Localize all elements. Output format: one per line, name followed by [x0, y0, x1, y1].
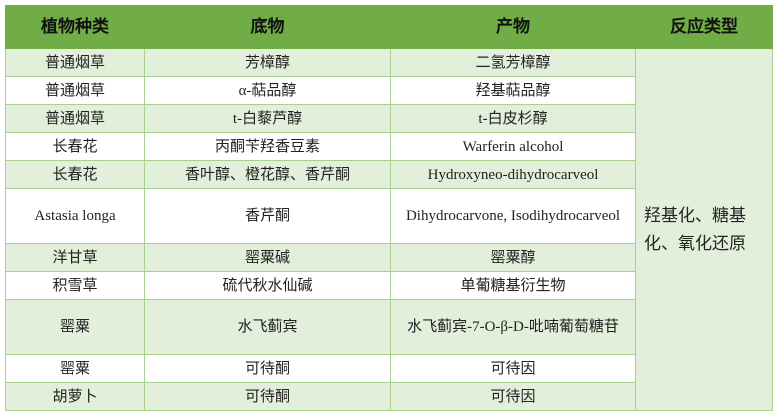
plant-cell: 洋甘草 [5, 243, 145, 272]
plant-cell: 长春花 [5, 132, 145, 161]
product-cell: 可待因 [390, 382, 636, 411]
substrate-cell: 罂粟碱 [144, 243, 391, 272]
product-cell: 罂粟醇 [390, 243, 636, 272]
table-row: 积雪草 硫代秋水仙碱 单葡糖基衍生物 [5, 271, 773, 300]
product-cell: Warferin alcohol [390, 132, 636, 161]
plant-cell: 罂粟 [5, 299, 145, 355]
biotransformation-table: 植物种类 底物 产物 反应类型 普通烟草 芳樟醇 二氢芳樟醇 羟基化、糖基化、氧化还原… [5, 5, 773, 411]
substrate-cell: 香叶醇、橙花醇、香芹酮 [144, 160, 391, 189]
plant-cell: 普通烟草 [5, 76, 145, 105]
substrate-cell: 芳樟醇 [144, 48, 391, 77]
plant-cell: Astasia longa [5, 188, 145, 244]
header-reaction-type: 反应类型 [635, 5, 773, 49]
table-row: 罂粟 水飞蓟宾 水飞蓟宾-7-O-β-D-吡喃葡萄糖苷 [5, 299, 773, 355]
substrate-cell: 丙酮苄羟香豆素 [144, 132, 391, 161]
substrate-cell: 水飞蓟宾 [144, 299, 391, 355]
substrate-cell: 香芹酮 [144, 188, 391, 244]
table-row: Astasia longa 香芹酮 Dihydrocarvone, Isodihyd… [5, 188, 773, 244]
table-row: 罂粟 可待酮 可待因 [5, 354, 773, 383]
header-product: 产物 [390, 5, 636, 49]
plant-cell: 积雪草 [5, 271, 145, 300]
header-substrate: 底物 [144, 5, 391, 49]
product-cell: t-白皮杉醇 [390, 104, 636, 133]
table-row: 普通烟草 芳樟醇 二氢芳樟醇 羟基化、糖基化、氧化还原 [5, 48, 773, 411]
plant-cell: 罂粟 [5, 354, 145, 383]
substrate-cell: t-白藜芦醇 [144, 104, 391, 133]
substrate-cell: 可待酮 [144, 382, 391, 411]
header-plant: 植物种类 [5, 5, 145, 49]
table-row: 长春花 丙酮苄羟香豆素 Warferin alcohol [5, 132, 773, 161]
product-cell: 单葡糖基衍生物 [390, 271, 636, 300]
product-cell: Dihydrocarvone, Isodihydrocarveol [390, 188, 636, 244]
reaction-type-cell: 羟基化、糖基化、氧化还原 [635, 48, 773, 411]
header-row: 植物种类 底物 产物 反应类型 [5, 5, 773, 49]
substrate-cell: 硫代秋水仙碱 [144, 271, 391, 300]
substrate-cell: α-萜品醇 [144, 76, 391, 105]
plant-cell: 长春花 [5, 160, 145, 189]
product-cell: 羟基萜品醇 [390, 76, 636, 105]
plant-cell: 普通烟草 [5, 48, 145, 77]
plant-cell: 普通烟草 [5, 104, 145, 133]
table-row: 长春花 香叶醇、橙花醇、香芹酮 Hydroxyneo-dihydrocarveol [5, 160, 773, 189]
product-cell: 二氢芳樟醇 [390, 48, 636, 77]
table-row: 普通烟草 t-白藜芦醇 t-白皮杉醇 [5, 104, 773, 133]
product-cell: 可待因 [390, 354, 636, 383]
table-row: 胡萝卜 可待酮 可待因 [5, 382, 773, 411]
product-cell: 水飞蓟宾-7-O-β-D-吡喃葡萄糖苷 [390, 299, 636, 355]
table-row: 普通烟草 α-萜品醇 羟基萜品醇 [5, 76, 773, 105]
substrate-cell: 可待酮 [144, 354, 391, 383]
product-cell: Hydroxyneo-dihydrocarveol [390, 160, 636, 189]
plant-cell: 胡萝卜 [5, 382, 145, 411]
